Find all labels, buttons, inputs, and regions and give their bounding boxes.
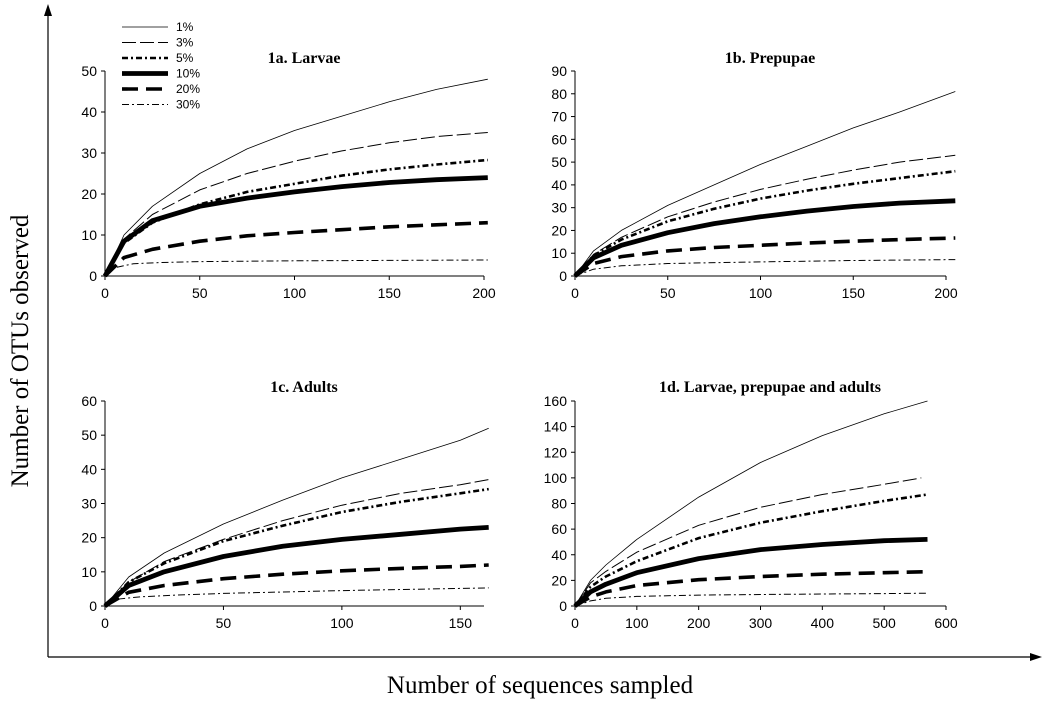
legend-label: 30%: [176, 98, 200, 112]
series-line-30pct: [574, 259, 956, 277]
panel-title: 1b. Prepupae: [725, 50, 815, 67]
x-tick-label: 100: [749, 285, 773, 301]
y-tick-label: 30: [81, 145, 97, 161]
x-tick-label: 100: [283, 285, 307, 301]
series-line-1pct: [104, 78, 488, 277]
panel-title: 1c. Adults: [270, 379, 338, 396]
y-tick-label: 60: [551, 131, 567, 147]
panel-title: 1d. Larvae, prepupae and adults: [659, 379, 881, 396]
y-tick-label: 20: [81, 186, 97, 202]
panel-2: 1b. Prepupae 0 10 20 30 40 50 60 70 80 90 0 50 100 150…: [551, 50, 957, 301]
x-tick-label: 50: [660, 285, 676, 301]
x-tick-label: 0: [101, 285, 109, 301]
series-line-10pct: [102, 175, 488, 278]
x-tick-label: 0: [571, 615, 579, 631]
x-axis-title: Number of sequences sampled: [387, 672, 694, 699]
legend-label: 3%: [176, 36, 194, 50]
series-line-30pct: [104, 259, 488, 277]
y-tick-label: 80: [551, 496, 567, 512]
series-line-5pct: [103, 158, 488, 277]
y-tick-label: 120: [544, 444, 568, 460]
outer-x-arrowhead: [1030, 653, 1042, 661]
y-tick-label: 40: [551, 547, 567, 563]
y-tick-label: 10: [81, 564, 97, 580]
y-tick-label: 40: [551, 177, 567, 193]
series-line-10pct: [103, 525, 489, 608]
y-tick-label: 50: [81, 63, 97, 79]
series-line-30pct: [574, 592, 928, 607]
y-tick-label: 30: [81, 496, 97, 512]
x-tick-label: 50: [192, 285, 208, 301]
x-tick-label: 150: [842, 285, 866, 301]
y-tick-label: 30: [551, 200, 567, 216]
y-tick-label: 90: [551, 63, 567, 79]
y-tick-label: 0: [89, 598, 97, 614]
x-tick-label: 0: [571, 285, 579, 301]
x-tick-label: 50: [216, 615, 232, 631]
y-tick-label: 50: [551, 154, 567, 170]
series-line-1pct: [574, 400, 928, 607]
series-line-5pct: [573, 493, 928, 607]
y-tick-label: 160: [544, 393, 568, 409]
series-line-3pct: [574, 477, 922, 607]
x-tick-label: 100: [625, 615, 649, 631]
legend: 1% 3%5% 10%20% 30%: [122, 20, 200, 112]
y-tick-label: 80: [551, 86, 567, 102]
series-line-1pct: [104, 427, 489, 607]
x-tick-label: 0: [101, 615, 109, 631]
series-line-1pct: [574, 91, 956, 277]
x-tick-label: 200: [472, 285, 496, 301]
x-tick-label: 600: [934, 615, 958, 631]
series-line-5pct: [104, 487, 489, 607]
panel-3: 1c. Adults 0 10 20 30 40 50 60 0 50 100 150: [81, 379, 489, 631]
y-tick-label: 0: [89, 268, 97, 284]
x-tick-label: 400: [811, 615, 835, 631]
panel-title: 1a. Larvae: [268, 50, 341, 67]
series-line-10pct: [573, 537, 928, 608]
y-tick-label: 40: [81, 104, 97, 120]
x-tick-label: 200: [687, 615, 711, 631]
y-tick-label: 50: [81, 427, 97, 443]
outer-y-arrowhead: [44, 4, 52, 16]
panel-4: 1d. Larvae, prepupae and adults 0 20 40 60 80…: [544, 379, 958, 631]
legend-label: 1%: [176, 20, 194, 34]
y-tick-label: 0: [559, 268, 567, 284]
x-tick-label: 500: [872, 615, 896, 631]
x-tick-label: 150: [378, 285, 402, 301]
legend-label: 20%: [176, 82, 200, 96]
y-axis-title: Number of OTUs observed: [7, 214, 34, 487]
y-tick-label: 20: [551, 572, 567, 588]
y-tick-label: 20: [81, 530, 97, 546]
x-tick-label: 150: [449, 615, 473, 631]
y-tick-label: 70: [551, 109, 567, 125]
y-tick-label: 0: [559, 598, 567, 614]
legend-label: 5%: [176, 51, 194, 65]
panel-1: 1a. Larvae 0 10 20 30 40 50 0 50 100 150 200: [81, 50, 495, 301]
y-tick-label: 100: [544, 470, 568, 486]
series-line-20pct: [104, 563, 489, 608]
series-line-3pct: [104, 132, 488, 277]
y-tick-label: 20: [551, 222, 567, 238]
y-tick-label: 10: [551, 245, 567, 261]
series-line-3pct: [574, 154, 956, 277]
y-tick-label: 10: [81, 227, 97, 243]
series-line-30pct: [104, 587, 489, 607]
series-line-20pct: [103, 220, 488, 278]
y-tick-label: 60: [551, 521, 567, 537]
legend-label: 10%: [176, 67, 200, 81]
y-tick-label: 140: [544, 419, 568, 435]
y-tick-label: 60: [81, 393, 97, 409]
series-line-10pct: [573, 198, 956, 278]
y-tick-label: 40: [81, 461, 97, 477]
series-line-20pct: [574, 569, 928, 608]
series-line-5pct: [574, 169, 956, 277]
series-line-20pct: [573, 236, 956, 278]
x-tick-label: 300: [749, 615, 773, 631]
x-tick-label: 200: [934, 285, 958, 301]
x-tick-label: 100: [330, 615, 354, 631]
